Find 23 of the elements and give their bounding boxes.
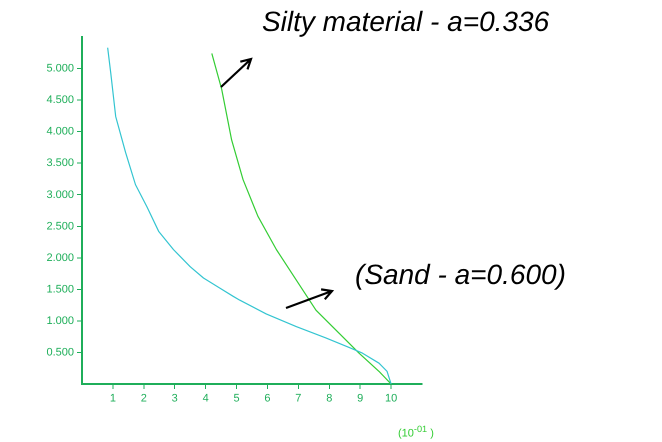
x-tick-label: 1 [110, 392, 116, 405]
y-tick-label: 0.500 [46, 346, 74, 358]
annotation: Silty material - a=0.336 [262, 6, 550, 38]
x-tick-label: 7 [295, 392, 302, 405]
y-tick-label: 3.500 [46, 157, 74, 170]
x-tick-label: 4 [202, 392, 209, 405]
x-tick-label: 6 [264, 392, 271, 405]
y-tick-label: 1.000 [46, 314, 74, 327]
x-tick-label: 10 [384, 392, 398, 405]
y-tick-label: 1.500 [46, 283, 74, 296]
x-axis-title: (10$^{-01}$ ) [398, 424, 434, 440]
y-tick-label: 2.500 [46, 220, 74, 232]
x-tick-label: 3 [172, 392, 178, 405]
y-tick-label: 4.500 [46, 94, 74, 106]
x-tick-label: 2 [140, 392, 147, 405]
y-tick-label: 4.000 [46, 126, 74, 138]
annotation: (Sand - a=0.600) [355, 259, 566, 291]
x-tick-label: 8 [326, 392, 332, 405]
x-tick-label: 5 [233, 392, 240, 405]
x-tick-label: 9 [357, 392, 364, 405]
y-tick-label: 3.000 [46, 188, 74, 201]
y-tick-label: 2.000 [46, 252, 74, 264]
y-tick-label: 5.000 [46, 62, 74, 75]
